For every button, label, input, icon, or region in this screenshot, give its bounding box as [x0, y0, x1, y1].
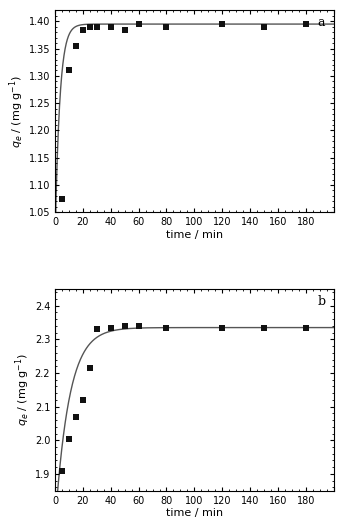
- Point: [94, 22, 100, 31]
- Point: [219, 20, 225, 28]
- Point: [87, 22, 93, 31]
- Point: [94, 325, 100, 334]
- Point: [80, 26, 86, 34]
- Point: [66, 434, 72, 443]
- Point: [219, 324, 225, 332]
- Point: [261, 324, 267, 332]
- Point: [303, 20, 309, 28]
- Point: [59, 466, 65, 474]
- Point: [108, 324, 114, 332]
- Point: [261, 22, 267, 31]
- Point: [59, 194, 65, 203]
- X-axis label: time / min: time / min: [166, 230, 223, 240]
- Point: [303, 324, 309, 332]
- Point: [73, 42, 79, 50]
- Point: [66, 66, 72, 75]
- Point: [122, 322, 127, 330]
- Point: [80, 396, 86, 404]
- Y-axis label: $q_e$ / (mg g$^{-1}$): $q_e$ / (mg g$^{-1}$): [13, 353, 32, 426]
- Point: [108, 22, 114, 31]
- X-axis label: time / min: time / min: [166, 508, 223, 518]
- Point: [136, 20, 141, 28]
- Y-axis label: $q_e$ / (mg g$^{-1}$): $q_e$ / (mg g$^{-1}$): [7, 75, 26, 148]
- Text: a: a: [318, 17, 325, 30]
- Point: [87, 364, 93, 372]
- Point: [164, 324, 169, 332]
- Point: [136, 322, 141, 330]
- Point: [73, 412, 79, 421]
- Point: [122, 26, 127, 34]
- Text: b: b: [317, 295, 325, 308]
- Point: [164, 22, 169, 31]
